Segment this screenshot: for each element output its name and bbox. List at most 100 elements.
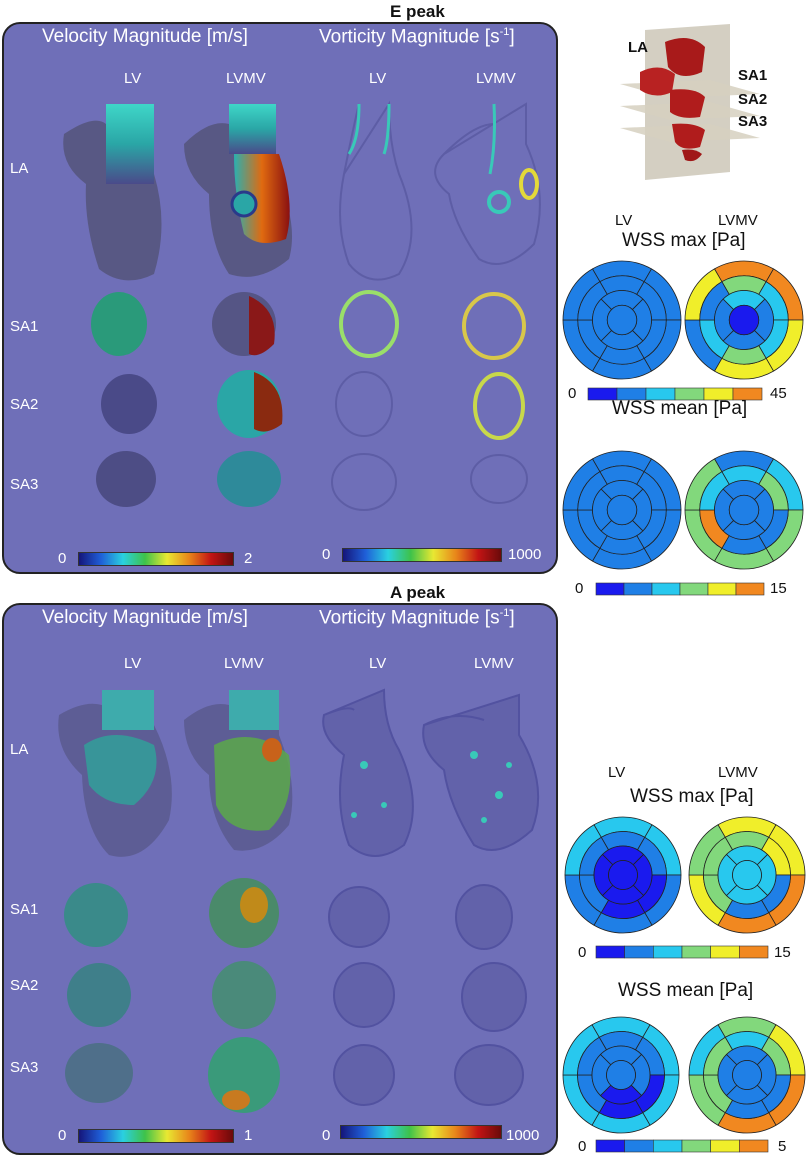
colorbar-level-0 bbox=[595, 945, 625, 959]
a-col-vorticity-lv: LV bbox=[369, 655, 387, 672]
e-la-velocity-lvmv bbox=[184, 104, 293, 277]
a-velocity-scale-min: 0 bbox=[58, 1127, 67, 1144]
a-sa3-velocity-lv bbox=[65, 1043, 133, 1103]
e-la-velocity-lv bbox=[63, 104, 162, 281]
e-col-vorticity-lv: LV bbox=[369, 70, 387, 87]
e-sa3-vorticity-lv bbox=[331, 453, 397, 511]
slice-schematic: LA SA1 SA2 SA3 bbox=[620, 24, 767, 180]
schematic-label-la: LA bbox=[628, 39, 648, 56]
a-col-vorticity-lvmv: LVMV bbox=[474, 655, 514, 672]
e-col-vorticity-lvmv: LVMV bbox=[476, 70, 516, 87]
colorbar-level-2 bbox=[651, 582, 681, 596]
bullseye-segment-17 bbox=[606, 494, 638, 526]
bullseye-segment-17 bbox=[606, 304, 638, 336]
a-vorticity-colorbar bbox=[340, 1125, 502, 1139]
colorbar-level-3 bbox=[681, 1139, 711, 1153]
a-vorticity-scale-min: 0 bbox=[322, 1127, 331, 1144]
a-row-sa3: SA3 bbox=[10, 1059, 39, 1076]
e-flow-images bbox=[63, 100, 541, 511]
colorbar-level-5 bbox=[735, 582, 765, 596]
e-wss-max-scale-min: 0 bbox=[568, 385, 577, 402]
colorbar-level-5 bbox=[739, 1139, 769, 1153]
bullseye-segment-17 bbox=[728, 494, 760, 526]
colorbar-level-3 bbox=[681, 945, 711, 959]
a-wss-mean-lv-bullseye bbox=[562, 1016, 680, 1134]
a-sa1-velocity-lv bbox=[64, 883, 128, 947]
colorbar-level-3 bbox=[679, 582, 709, 596]
colorbar-level-4 bbox=[707, 582, 737, 596]
e-peak-title: E peak bbox=[390, 2, 445, 21]
a-wss-mean-scale-max: 5 bbox=[778, 1138, 787, 1155]
e-wss-max-colorbar bbox=[587, 387, 763, 401]
e-sa1-velocity-lvmv bbox=[212, 292, 276, 356]
a-wss-col-lv: LV bbox=[608, 764, 626, 781]
colorbar-level-0 bbox=[595, 582, 625, 596]
e-peak-panel: Velocity Magnitude [m/s] Vorticity Magni… bbox=[2, 22, 558, 574]
colorbar-level-1 bbox=[624, 945, 654, 959]
a-sa2-velocity-lv bbox=[67, 963, 131, 1027]
e-sa2-vorticity-lvmv bbox=[473, 372, 525, 440]
e-la-vorticity-lvmv bbox=[434, 102, 541, 265]
a-sa2-vorticity-lv bbox=[333, 962, 395, 1028]
e-sa3-velocity-lvmv bbox=[217, 451, 281, 507]
e-col-velocity-lv: LV bbox=[124, 70, 142, 87]
e-wss-mean-scale-min: 0 bbox=[575, 580, 584, 597]
e-velocity-scale-max: 2 bbox=[244, 550, 253, 567]
bullseye-segment-17 bbox=[608, 860, 638, 890]
a-la-velocity-lvmv bbox=[184, 690, 293, 851]
e-la-vorticity-lv bbox=[339, 100, 413, 281]
a-wss-max-lv-bullseye bbox=[564, 816, 682, 934]
a-wss-mean-colorbar bbox=[595, 1139, 769, 1153]
e-sa2-velocity-lvmv bbox=[217, 370, 283, 438]
a-row-sa1: SA1 bbox=[10, 901, 39, 918]
a-wss-max-lvmv-bullseye bbox=[688, 816, 806, 934]
e-sa2-velocity-lv bbox=[101, 374, 157, 434]
bullseye-segment-17 bbox=[732, 1060, 762, 1090]
a-la-vorticity-lv bbox=[322, 688, 414, 857]
colorbar-level-1 bbox=[623, 582, 653, 596]
a-row-sa2: SA2 bbox=[10, 977, 39, 994]
e-vorticity-colorbar bbox=[342, 548, 502, 562]
a-vorticity-scale-max: 1000 bbox=[506, 1127, 540, 1144]
a-sa3-vorticity-lvmv bbox=[454, 1044, 524, 1106]
e-wss-col-lvmv: LVMV bbox=[718, 212, 758, 229]
a-wss-mean-lvmv-bullseye bbox=[688, 1016, 806, 1134]
e-sa1-velocity-lv bbox=[91, 292, 147, 356]
colorbar-level-2 bbox=[653, 1139, 683, 1153]
schematic-label-sa2: SA2 bbox=[738, 91, 767, 108]
a-peak-title: A peak bbox=[390, 583, 446, 602]
a-wss-mean-title: WSS mean [Pa] bbox=[618, 980, 754, 1001]
a-vorticity-header: Vorticity Magnitude [s-1] bbox=[319, 607, 515, 629]
e-row-sa2: SA2 bbox=[10, 396, 39, 413]
e-col-velocity-lvmv: LVMV bbox=[226, 70, 266, 87]
a-la-vorticity-lvmv bbox=[422, 693, 540, 851]
e-vorticity-header: Vorticity Magnitude [s-1] bbox=[319, 26, 515, 48]
a-wss-col-lvmv: LVMV bbox=[718, 764, 758, 781]
a-sa2-velocity-lvmv bbox=[212, 961, 276, 1029]
e-wss-max-lv-bullseye bbox=[562, 260, 682, 380]
a-sa3-velocity-lvmv bbox=[208, 1037, 280, 1113]
e-sa3-vorticity-lvmv bbox=[470, 454, 528, 504]
a-sa1-vorticity-lvmv bbox=[455, 884, 513, 950]
e-wss-mean-lvmv-bullseye bbox=[684, 450, 804, 570]
a-col-velocity-lv: LV bbox=[124, 655, 142, 672]
bullseye-segment-17 bbox=[732, 860, 762, 890]
bullseye-segment-17 bbox=[728, 304, 760, 336]
a-wss-mean-scale-min: 0 bbox=[578, 1138, 587, 1155]
a-wss-max-colorbar bbox=[595, 945, 769, 959]
e-wss-max-lvmv-bullseye bbox=[684, 260, 804, 380]
a-col-velocity-lvmv: LVMV bbox=[224, 655, 264, 672]
schematic-label-sa1: SA1 bbox=[738, 67, 767, 84]
e-wss-mean-colorbar bbox=[595, 582, 765, 596]
colorbar-level-5 bbox=[739, 945, 769, 959]
e-wss-mean-title: WSS mean [Pa] bbox=[612, 398, 748, 419]
a-la-velocity-lv bbox=[58, 690, 172, 857]
e-velocity-header: Velocity Magnitude [m/s] bbox=[42, 26, 248, 47]
colorbar-level-1 bbox=[624, 1139, 654, 1153]
colorbar-level-5 bbox=[732, 387, 763, 401]
e-wss-mean-scale-max: 15 bbox=[770, 580, 787, 597]
e-velocity-scale-min: 0 bbox=[58, 550, 67, 567]
colorbar-level-4 bbox=[710, 1139, 740, 1153]
a-velocity-header: Velocity Magnitude [m/s] bbox=[42, 607, 248, 628]
e-row-sa3: SA3 bbox=[10, 476, 39, 493]
